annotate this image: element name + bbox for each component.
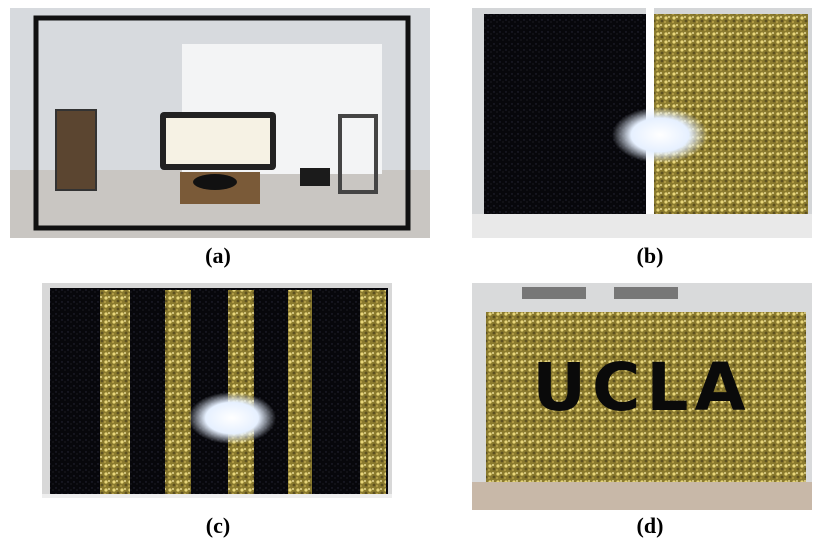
panel-d-photo: UCLA — [472, 283, 812, 510]
panel-c-photo — [42, 283, 392, 498]
panel-label: (b) — [637, 243, 664, 268]
figure: (a) (b) (c) UCLA (d) — [0, 0, 818, 547]
panel-a-photo — [10, 8, 430, 238]
sign-text: UCLA — [532, 349, 751, 426]
panel-b-photo — [472, 8, 812, 238]
panel-label: (a) — [205, 243, 231, 268]
panel-label: (d) — [637, 513, 664, 538]
panel-label: (c) — [206, 513, 230, 538]
